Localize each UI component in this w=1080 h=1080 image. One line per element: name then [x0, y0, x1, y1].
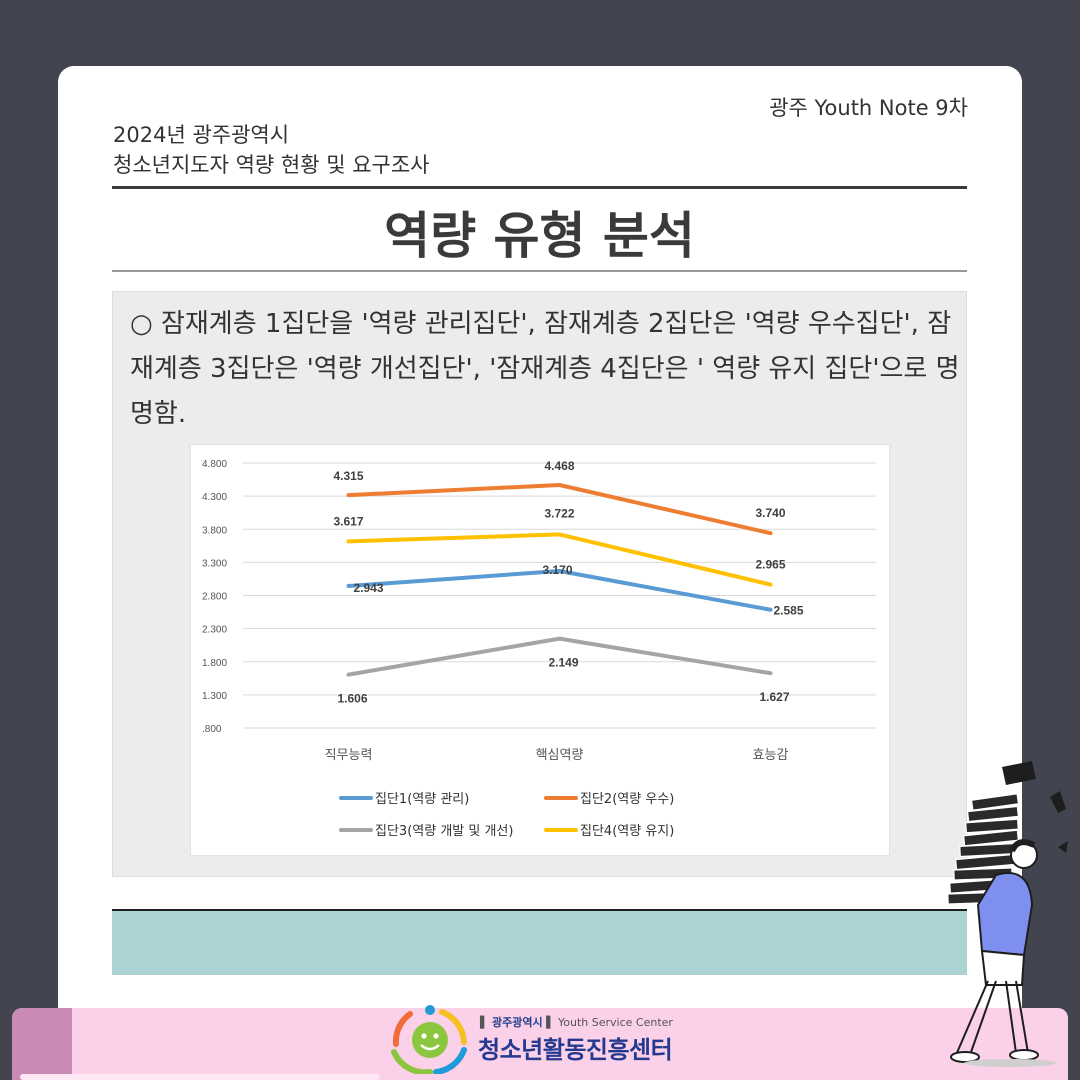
x-tick-label: 핵심역량: [536, 748, 584, 763]
y-tick-label: 1.300: [202, 691, 227, 702]
y-tick-label: 4.800: [202, 459, 227, 470]
subtitle: 2024년 광주광역시 청소년지도자 역량 현황 및 요구조사: [113, 120, 430, 180]
series-line: [346, 568, 773, 612]
description-text: ○ 잠재계층 1집단을 '역량 관리집단', 잠재계층 2집단은 '역량 우수집…: [130, 309, 960, 429]
org-english-name: Youth Service Center: [558, 1016, 673, 1029]
series-line: [346, 482, 773, 536]
footer-accent: [12, 1008, 72, 1080]
org-city: 광주광역시: [491, 1016, 543, 1029]
org-name: 청소년활동진흥센터: [478, 1036, 673, 1064]
series-line: [346, 636, 773, 677]
subtitle-line-2: 청소년지도자 역량 현황 및 요구조사: [113, 153, 430, 177]
y-tick-label: 2.800: [202, 592, 227, 603]
person-carrying-books-illustration: [947, 761, 1068, 1067]
data-label: 3.722: [544, 506, 574, 520]
data-label: 2.965: [755, 558, 785, 572]
line-chart: .800 1.300 1.800 2.300 2.800 3.300 3.800 4.300 4…: [190, 444, 890, 856]
y-tick-label: 3.800: [202, 525, 227, 536]
data-label: 1.606: [337, 692, 367, 706]
data-label: 2.585: [773, 604, 803, 618]
data-label: 4.315: [333, 469, 363, 483]
y-tick-label: 4.300: [202, 492, 227, 503]
title-rule-bottom: [112, 270, 967, 272]
legend-label: 집단4(역량 유지): [580, 824, 674, 839]
x-tick-label: 직무능력: [325, 748, 373, 763]
data-label: 1.627: [759, 690, 789, 704]
legend-label: 집단3(역량 개발 및 개선): [375, 824, 513, 839]
title-rule-top: [112, 186, 967, 189]
footer-strip: [20, 1074, 380, 1080]
series-line: [346, 532, 773, 587]
teal-band: [112, 909, 967, 975]
legend-label: 집단1(역량 관리): [375, 792, 469, 807]
legend-label: 집단2(역량 우수): [580, 792, 674, 807]
y-tick-label: 1.800: [202, 658, 227, 669]
page-title: 역량 유형 분석: [384, 207, 695, 265]
data-label: 3.617: [333, 514, 363, 528]
data-label: 3.170: [542, 563, 572, 577]
series-number: 광주 Youth Note 9차: [769, 96, 968, 120]
data-label: 4.468: [544, 459, 574, 473]
data-label: 2.149: [548, 656, 578, 670]
subtitle-line-1: 2024년 광주광역시: [113, 123, 290, 147]
data-label: 3.740: [755, 506, 785, 520]
y-tick-label: .800: [202, 724, 222, 735]
chart-svg: .800 1.300 1.800 2.300 2.800 3.300 3.800 4.300 4…: [202, 459, 876, 839]
data-label: 2.943: [353, 581, 383, 595]
org-subheading: ▌ 광주광역시 ▌ Youth Service Center: [480, 1016, 673, 1029]
footer-bar: [12, 1008, 1068, 1080]
y-tick-label: 3.300: [202, 558, 227, 569]
y-tick-label: 2.300: [202, 625, 227, 636]
x-tick-label: 효능감: [753, 748, 789, 763]
logo-icon: [391, 1005, 467, 1074]
